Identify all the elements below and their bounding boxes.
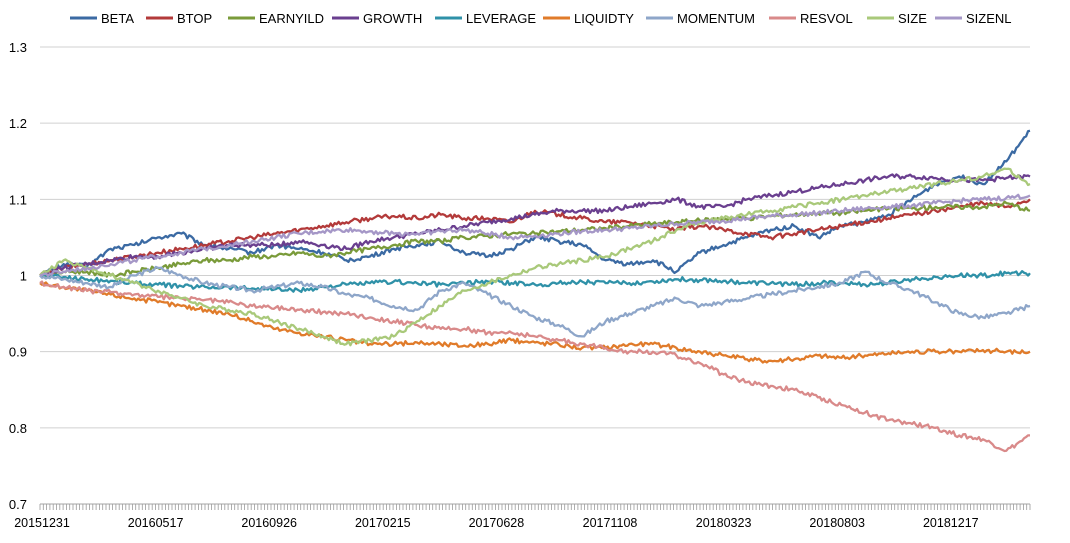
y-tick-label: 1 <box>20 269 27 284</box>
grid-lines <box>40 46 1030 429</box>
legend-item-growth: GROWTH <box>332 11 422 26</box>
legend-label: LEVERAGE <box>466 11 536 26</box>
legend-item-size: SIZE <box>867 11 927 26</box>
legend-item-resvol: RESVOL <box>769 11 853 26</box>
y-tick-label: 0.9 <box>9 345 27 360</box>
series-line-liquidty <box>39 281 1031 364</box>
legend-item-leverage: LEVERAGE <box>435 11 536 26</box>
legend-label: BTOP <box>177 11 212 26</box>
y-tick-label: 0.8 <box>9 421 27 436</box>
legend-item-beta: BETA <box>70 11 134 26</box>
legend-label: LIQUIDTY <box>574 11 634 26</box>
series-line-size <box>39 167 1031 347</box>
series-line-resvol <box>39 280 1030 453</box>
y-axis: 0.7 0.8 0.9 1 1.1 1.2 1.3 <box>9 40 27 512</box>
series-line-earnyild <box>39 200 1031 278</box>
series-line-growth <box>39 173 1031 277</box>
x-axis-ticks <box>39 504 1031 510</box>
y-tick-label: 1.1 <box>9 192 27 207</box>
legend-label: RESVOL <box>800 11 853 26</box>
x-tick-label: 20160926 <box>241 516 297 530</box>
legend-label: GROWTH <box>363 11 422 26</box>
legend-item-btop: BTOP <box>146 11 212 26</box>
x-tick-label: 20181217 <box>923 516 979 530</box>
legend-label: BETA <box>101 11 134 26</box>
legend-item-liquidty: LIQUIDTY <box>543 11 634 26</box>
x-tick-label: 20151231 <box>14 516 70 530</box>
x-axis: 20151231 20160517 20160926 20170215 20170628… <box>14 503 1031 530</box>
series-line-btop <box>39 198 1031 277</box>
x-tick-label: 20160517 <box>128 516 184 530</box>
series-lines <box>39 129 1031 453</box>
legend-item-earnyild: EARNYILD <box>228 11 324 26</box>
legend: BETA BTOP EARNYILD GROWTH LEVERAGE LIQUIDTY MO… <box>70 11 1012 26</box>
legend-label: SIZE <box>898 11 927 26</box>
legend-label: EARNYILD <box>259 11 324 26</box>
legend-label: MOMENTUM <box>677 11 755 26</box>
x-tick-label: 20171108 <box>583 516 638 530</box>
y-tick-label: 1.3 <box>9 40 27 55</box>
series-line-momentum <box>39 265 1031 338</box>
series-line-beta <box>39 129 1031 278</box>
legend-item-momentum: MOMENTUM <box>646 11 755 26</box>
y-tick-label: 1.2 <box>9 116 27 131</box>
series-line-sizenl <box>39 193 1031 277</box>
legend-label: SIZENL <box>966 11 1012 26</box>
x-tick-label: 20170628 <box>469 516 525 530</box>
series-line-leverage <box>39 270 1031 294</box>
legend-item-sizenl: SIZENL <box>935 11 1012 26</box>
x-tick-label: 20170215 <box>355 516 411 530</box>
y-tick-label: 0.7 <box>9 497 27 512</box>
x-tick-label: 20180803 <box>809 516 865 530</box>
x-tick-label: 20180323 <box>696 516 752 530</box>
